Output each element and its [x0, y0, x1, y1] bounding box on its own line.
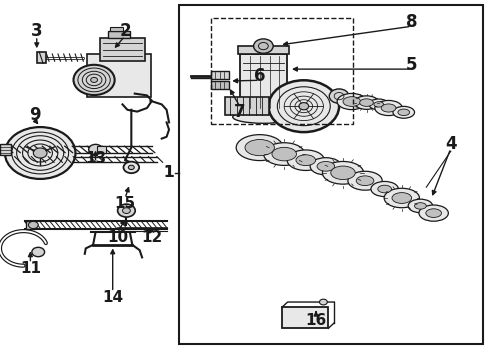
Text: 5: 5 — [406, 56, 417, 74]
Ellipse shape — [233, 111, 294, 123]
Text: 13: 13 — [85, 151, 106, 166]
Bar — [97, 146, 106, 153]
Ellipse shape — [331, 166, 355, 180]
Text: 1: 1 — [164, 165, 174, 180]
Ellipse shape — [393, 107, 415, 118]
Text: 12: 12 — [141, 230, 163, 245]
Text: 14: 14 — [102, 289, 123, 305]
Circle shape — [33, 148, 47, 158]
Polygon shape — [37, 52, 46, 63]
Circle shape — [118, 204, 135, 217]
Ellipse shape — [337, 94, 367, 110]
Text: 10: 10 — [107, 230, 128, 245]
Ellipse shape — [272, 147, 296, 161]
Bar — [100, 38, 145, 61]
Circle shape — [329, 89, 349, 103]
Text: 2: 2 — [119, 22, 131, 40]
Ellipse shape — [356, 176, 374, 186]
Text: 7: 7 — [234, 103, 246, 121]
Ellipse shape — [426, 209, 441, 217]
Bar — [238, 46, 289, 54]
Ellipse shape — [236, 135, 283, 161]
Circle shape — [32, 247, 45, 257]
Ellipse shape — [360, 99, 373, 107]
Text: 6: 6 — [254, 67, 266, 85]
Ellipse shape — [375, 100, 402, 116]
Text: 4: 4 — [445, 135, 457, 153]
Text: 1: 1 — [164, 165, 174, 180]
Text: 11: 11 — [20, 261, 41, 276]
Bar — [211, 71, 229, 79]
Circle shape — [123, 162, 139, 173]
Ellipse shape — [287, 150, 324, 171]
Text: 15: 15 — [114, 196, 136, 211]
Ellipse shape — [374, 102, 384, 107]
Circle shape — [74, 65, 115, 95]
Ellipse shape — [245, 140, 274, 156]
Bar — [87, 54, 151, 97]
Circle shape — [299, 103, 309, 110]
Text: 9: 9 — [29, 106, 41, 124]
Ellipse shape — [369, 99, 389, 110]
Ellipse shape — [419, 205, 448, 221]
Bar — [211, 18, 353, 124]
Ellipse shape — [378, 185, 392, 193]
Ellipse shape — [371, 181, 398, 197]
Bar — [282, 307, 328, 328]
Ellipse shape — [343, 97, 361, 107]
Ellipse shape — [296, 155, 316, 166]
Bar — [211, 81, 229, 89]
Circle shape — [91, 77, 98, 82]
Bar — [110, 27, 122, 31]
Ellipse shape — [381, 104, 396, 112]
Ellipse shape — [264, 143, 305, 166]
Circle shape — [122, 208, 130, 213]
Circle shape — [128, 165, 134, 170]
Circle shape — [254, 39, 273, 53]
Bar — [179, 5, 483, 344]
Circle shape — [269, 80, 339, 132]
Ellipse shape — [354, 96, 379, 109]
Circle shape — [5, 127, 75, 179]
Bar — [108, 31, 130, 38]
Circle shape — [319, 299, 327, 305]
Ellipse shape — [317, 162, 335, 171]
Text: 16: 16 — [305, 313, 327, 328]
Ellipse shape — [348, 171, 382, 190]
Ellipse shape — [310, 158, 342, 175]
Ellipse shape — [392, 193, 412, 203]
Ellipse shape — [408, 199, 433, 213]
Ellipse shape — [322, 161, 364, 184]
Bar — [234, 108, 293, 117]
Bar — [240, 54, 287, 110]
Bar — [0, 144, 11, 155]
Text: 3: 3 — [31, 22, 43, 40]
Text: 8: 8 — [406, 13, 417, 31]
Bar — [26, 221, 35, 229]
Bar — [225, 97, 269, 115]
Circle shape — [28, 221, 38, 229]
Circle shape — [89, 144, 102, 154]
Ellipse shape — [398, 109, 410, 116]
Ellipse shape — [384, 188, 419, 208]
Ellipse shape — [415, 203, 426, 209]
